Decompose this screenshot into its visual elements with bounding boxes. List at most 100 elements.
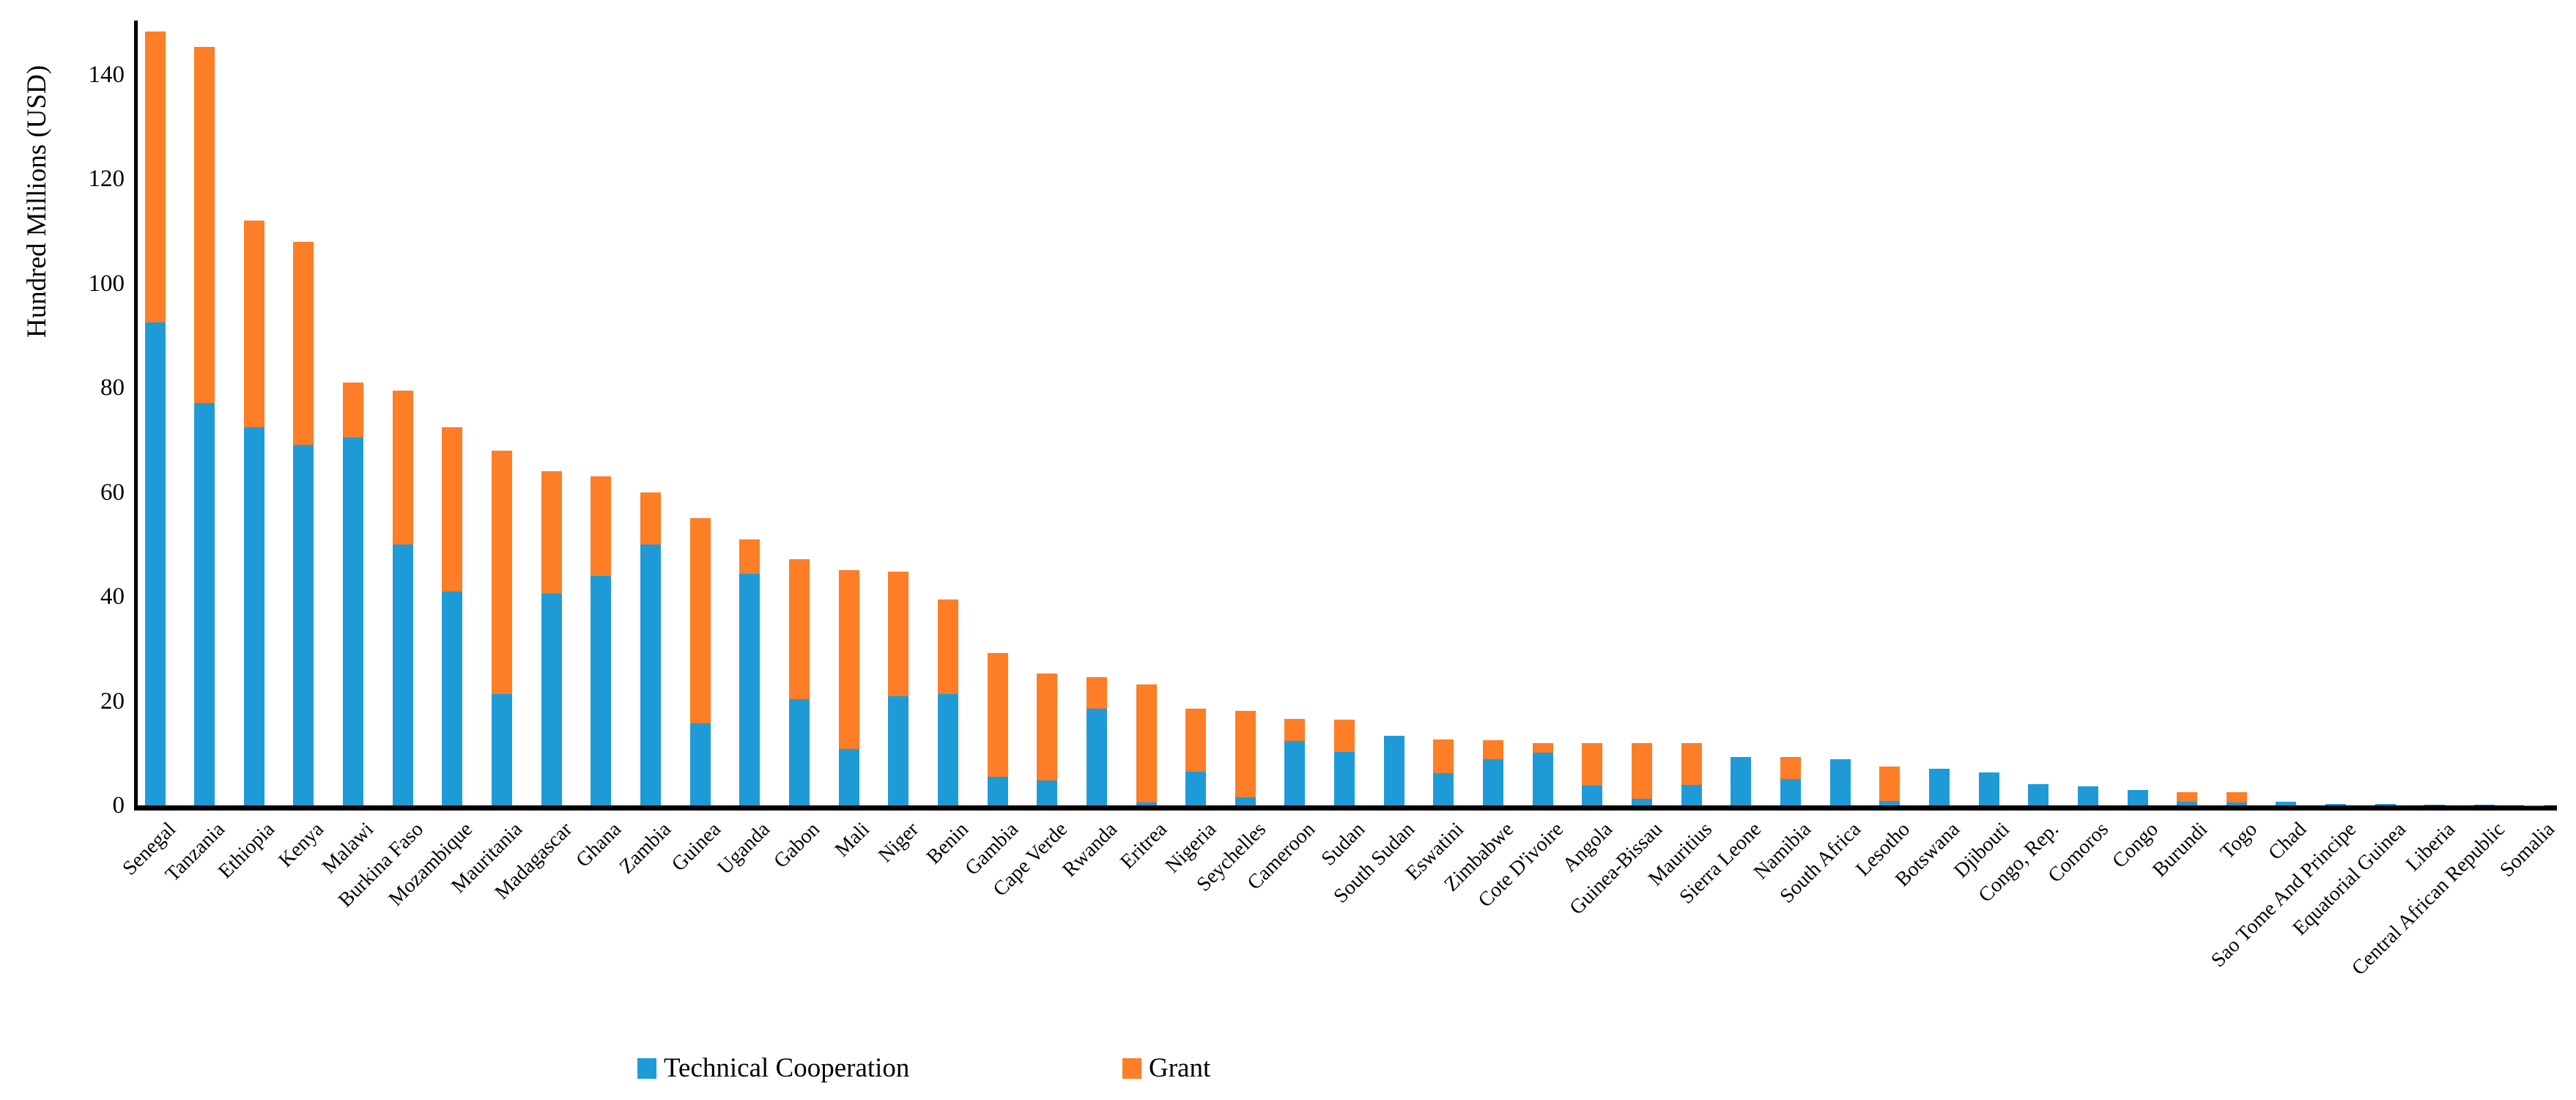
grant-segment: [1086, 676, 1107, 709]
grant-segment: [1681, 742, 1702, 786]
bar-madagascar: [541, 471, 562, 805]
technical-cooperation-segment: [1136, 802, 1157, 805]
technical-cooperation-segment: [1334, 751, 1355, 805]
technical-cooperation-segment: [541, 594, 562, 805]
bar-nigeria: [1185, 709, 1207, 805]
grant-segment: [1136, 684, 1157, 802]
grant-segment: [739, 539, 760, 575]
y-tick-label: 120: [88, 166, 125, 193]
bar-gambia: [987, 653, 1008, 805]
bar-tanzania: [194, 46, 215, 805]
bar-senegal: [144, 31, 166, 805]
bar-cote-d-ivoire: [1532, 742, 1553, 805]
technical-cooperation-segment: [1483, 758, 1504, 805]
technical-cooperation-segment: [343, 437, 364, 805]
y-tick-label: 20: [100, 687, 125, 715]
technical-cooperation-segment: [1284, 740, 1306, 805]
y-tick-label: 40: [100, 583, 125, 610]
bar-south-africa: [1829, 759, 1851, 805]
technical-cooperation-segment: [591, 575, 612, 805]
grant-swatch-icon: [1122, 1058, 1141, 1079]
grant-segment: [541, 471, 562, 594]
grant-segment: [1334, 720, 1355, 752]
technical-cooperation-segment: [987, 776, 1008, 805]
grant-segment: [144, 31, 166, 323]
bar-ethiopia: [243, 221, 264, 805]
y-tick-label: 80: [100, 374, 125, 402]
bar-mauritius: [1681, 742, 1702, 805]
grant-segment: [343, 382, 364, 438]
bar-mauritania: [492, 450, 513, 805]
technical-cooperation-segment: [1185, 772, 1207, 805]
grant-segment: [987, 653, 1008, 777]
legend: Technical Cooperation Grant: [0, 1049, 2576, 1093]
technical-cooperation-segment: [1928, 769, 1950, 805]
bar-guinea-bissau: [1632, 743, 1652, 805]
technical-cooperation-segment: [2028, 783, 2049, 805]
bar-zimbabwe: [1483, 739, 1504, 805]
bar-zambia: [640, 492, 661, 805]
bar-benin: [937, 599, 958, 805]
bar-seychelles: [1235, 711, 1256, 805]
bar-burkina-faso: [392, 390, 413, 805]
grant-segment: [1284, 719, 1306, 741]
technical-cooperation-segment: [640, 544, 661, 805]
bar-eswatini: [1433, 739, 1454, 805]
technical-cooperation-segment: [492, 694, 513, 805]
grant-segment: [689, 518, 711, 724]
grant-segment: [1879, 766, 1900, 801]
technical-cooperation-segment: [1879, 800, 1900, 805]
technical-cooperation-swatch-icon: [637, 1058, 656, 1079]
technical-cooperation-segment: [1532, 753, 1553, 805]
grant-segment: [937, 599, 958, 694]
grant-segment: [1780, 756, 1801, 779]
grant-segment: [1037, 673, 1058, 780]
technical-cooperation-segment: [144, 322, 166, 805]
bar-botswana: [1928, 769, 1950, 805]
technical-cooperation-segment: [392, 544, 413, 805]
technical-cooperation-segment: [1433, 772, 1454, 805]
bar-sierra-leone: [1731, 756, 1752, 805]
technical-cooperation-segment: [1681, 785, 1702, 805]
bar-sudan: [1334, 720, 1355, 805]
technical-cooperation-segment: [1829, 759, 1851, 805]
bar-eritrea: [1136, 684, 1157, 805]
grant-segment: [392, 390, 413, 545]
bar-congo: [2127, 789, 2148, 805]
grant-segment: [1483, 739, 1504, 759]
technical-cooperation-segment: [838, 749, 859, 805]
technical-cooperation-segment: [2276, 802, 2297, 805]
technical-cooperation-segment: [689, 723, 711, 805]
grant-segment: [640, 492, 661, 545]
bar-equatorial-guinea: [2375, 803, 2396, 805]
technical-cooperation-segment: [194, 403, 215, 805]
legend-label-grant: Grant: [1149, 1053, 1211, 1083]
grant-segment: [838, 570, 859, 750]
grant-segment: [243, 221, 264, 427]
technical-cooperation-segment: [739, 574, 760, 805]
grant-segment: [788, 558, 810, 700]
grant-segment: [1235, 711, 1256, 798]
bar-kenya: [293, 241, 314, 805]
grant-segment: [1185, 709, 1207, 772]
technical-cooperation-segment: [1235, 797, 1256, 805]
technical-cooperation-segment: [1582, 785, 1603, 805]
grant-segment: [1433, 739, 1454, 773]
technical-cooperation-segment: [788, 699, 810, 805]
bar-burundi: [2177, 792, 2198, 805]
grant-segment: [492, 450, 513, 695]
bar-congo-rep-: [2028, 783, 2049, 805]
technical-cooperation-segment: [2177, 802, 2198, 805]
y-tick-label: 60: [100, 479, 125, 506]
bar-malawi: [343, 382, 364, 805]
grant-segment: [194, 46, 215, 404]
technical-cooperation-segment: [1086, 709, 1107, 805]
bar-cape-verde: [1037, 673, 1058, 805]
bar-niger: [888, 571, 909, 805]
bar-gabon: [788, 558, 810, 805]
bar-ghana: [591, 476, 612, 805]
grant-segment: [1582, 743, 1603, 786]
technical-cooperation-segment: [2127, 789, 2148, 805]
bar-lesotho: [1879, 766, 1900, 805]
